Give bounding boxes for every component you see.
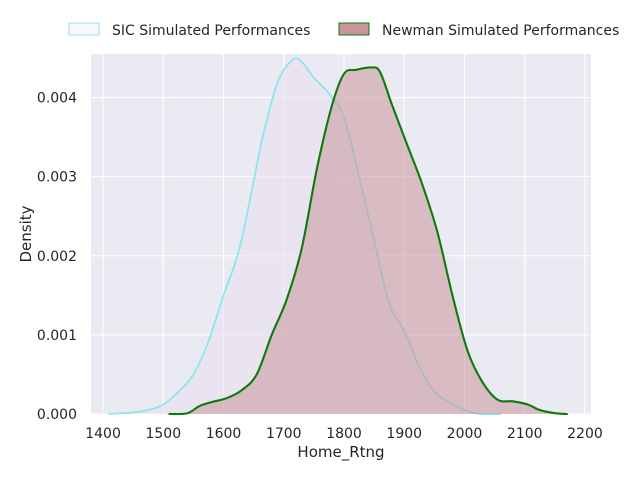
x-tick-label-1700: 1700 xyxy=(266,426,302,442)
series-line-2 xyxy=(168,66,568,416)
legend-label-2: Newman Simulated Performances xyxy=(382,23,619,39)
x-tick-label-2000: 2000 xyxy=(447,426,483,442)
x-tick-label-1900: 1900 xyxy=(386,426,422,442)
tick-labels: 1400 1500 1600 1700 1800 1900 2000 2100 2200 0.00… xyxy=(37,91,603,442)
x-tick-label-1800: 1800 xyxy=(326,426,362,442)
y-tick-label-0.003: 0.003 xyxy=(37,170,77,186)
y-tick-label-0.004: 0.004 xyxy=(37,91,77,107)
legend-label-1: SIC Simulated Performances xyxy=(112,23,310,39)
x-tick-label-1600: 1600 xyxy=(206,426,242,442)
legend-swatch-2 xyxy=(338,22,370,36)
legend: SIC Simulated Performances Newman Simulat… xyxy=(68,22,619,39)
x-axis-label: Home_Rtng xyxy=(297,443,384,462)
series-area-2 xyxy=(169,67,567,415)
series-layer xyxy=(108,57,568,416)
y-axis-label: Density xyxy=(17,205,35,262)
y-tick-label-0.001: 0.001 xyxy=(37,328,77,344)
x-tick-label-1500: 1500 xyxy=(145,426,181,442)
y-tick-label-0.000: 0.000 xyxy=(37,407,77,423)
x-tick-label-1400: 1400 xyxy=(85,426,121,442)
x-tick-label-2200: 2200 xyxy=(567,426,603,442)
legend-swatch-1 xyxy=(68,22,100,36)
y-tick-label-0.002: 0.002 xyxy=(37,249,77,265)
x-tick-label-2100: 2100 xyxy=(507,426,543,442)
